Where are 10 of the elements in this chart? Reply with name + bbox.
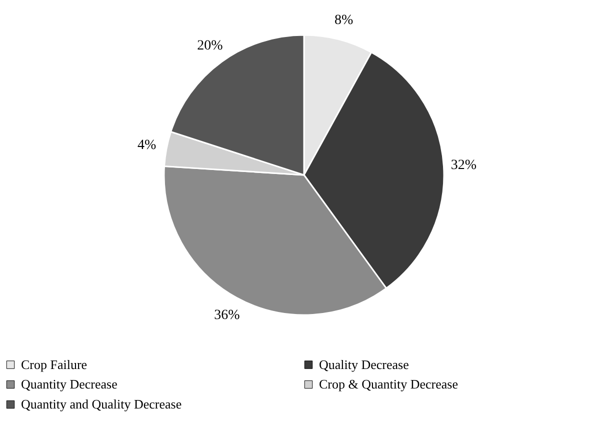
data-label: 36% xyxy=(214,308,240,324)
legend-label: Quality Decrease xyxy=(319,356,410,372)
data-label: 32% xyxy=(450,158,477,173)
legend-label: Crop Failure xyxy=(21,356,88,372)
legend-label: Quantity and Quality Decrease xyxy=(21,396,182,412)
legend-label: Crop & Quantity Decrease xyxy=(319,376,458,392)
data-label: 8% xyxy=(334,13,354,28)
data-label: 4% xyxy=(138,138,156,154)
legend-label: Quantity Decrease xyxy=(21,376,118,392)
data-label: 20% xyxy=(197,38,224,54)
